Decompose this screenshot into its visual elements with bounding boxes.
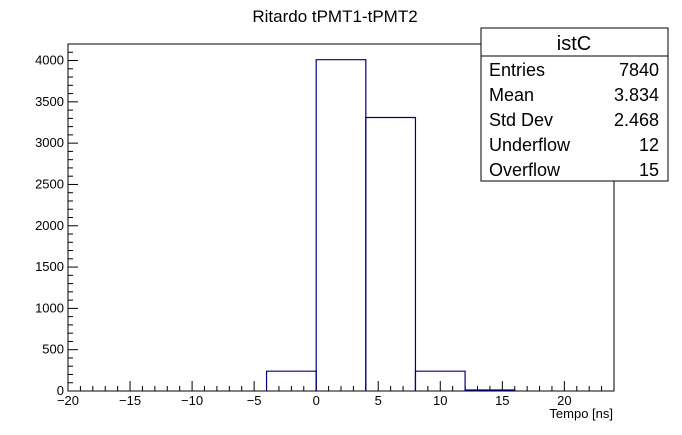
histogram-bin — [315, 59, 367, 391]
histogram-bins — [265, 59, 516, 391]
y-tick-label: 1000 — [35, 300, 64, 315]
stats-row-value: 12 — [639, 135, 659, 155]
x-tick-label: 15 — [495, 393, 509, 408]
stats-row-value: 3.834 — [614, 85, 659, 105]
chart-title: Ritardo tPMT1-tPMT2 — [252, 7, 417, 26]
stats-row-label: Underflow — [489, 135, 571, 155]
stats-row-label: Overflow — [489, 160, 561, 180]
x-tick-label: −20 — [57, 393, 79, 408]
stats-row-label: Std Dev — [489, 110, 553, 130]
stats-row-value: 7840 — [619, 60, 659, 80]
y-tick-label: 1500 — [35, 259, 64, 274]
y-axis: 0 500 1000 1500 2000 2500 3000 3500 4000 — [35, 43, 78, 398]
x-axis: −20 −15 −10 −5 0 5 10 15 20 — [57, 381, 615, 408]
x-tick-label: −5 — [247, 393, 262, 408]
y-tick-label: 2500 — [35, 176, 64, 191]
y-tick-label: 2000 — [35, 218, 64, 233]
stats-box: istC Entries 7840 Mean 3.834 Std Dev 2.468 Und… — [480, 27, 669, 182]
y-tick-label: 4000 — [35, 53, 64, 68]
histogram-bin — [414, 370, 466, 391]
y-tick-label: 3500 — [35, 94, 64, 109]
stats-row-value: 2.468 — [614, 110, 659, 130]
y-tick-label: 500 — [42, 342, 64, 357]
x-tick-label: −10 — [181, 393, 203, 408]
x-tick-label: 20 — [557, 393, 571, 408]
stats-row-label: Entries — [489, 60, 545, 80]
x-tick-label: −15 — [119, 393, 141, 408]
histogram-bin — [365, 116, 417, 391]
x-axis-title: Tempo [ns] — [549, 406, 613, 421]
x-tick-label: 10 — [433, 393, 447, 408]
stats-box-frame — [480, 27, 669, 182]
x-tick-label: 5 — [375, 393, 382, 408]
histogram-bin — [464, 389, 516, 391]
stats-rows: Entries 7840 Mean 3.834 Std Dev 2.468 Underflo… — [489, 60, 659, 180]
y-tick-label: 0 — [57, 383, 64, 398]
x-tick-label: 0 — [313, 393, 320, 408]
stats-histogram-name: istC — [557, 33, 591, 55]
y-tick-label: 3000 — [35, 135, 64, 150]
stats-row-label: Mean — [489, 85, 534, 105]
stats-row-value: 15 — [639, 160, 659, 180]
